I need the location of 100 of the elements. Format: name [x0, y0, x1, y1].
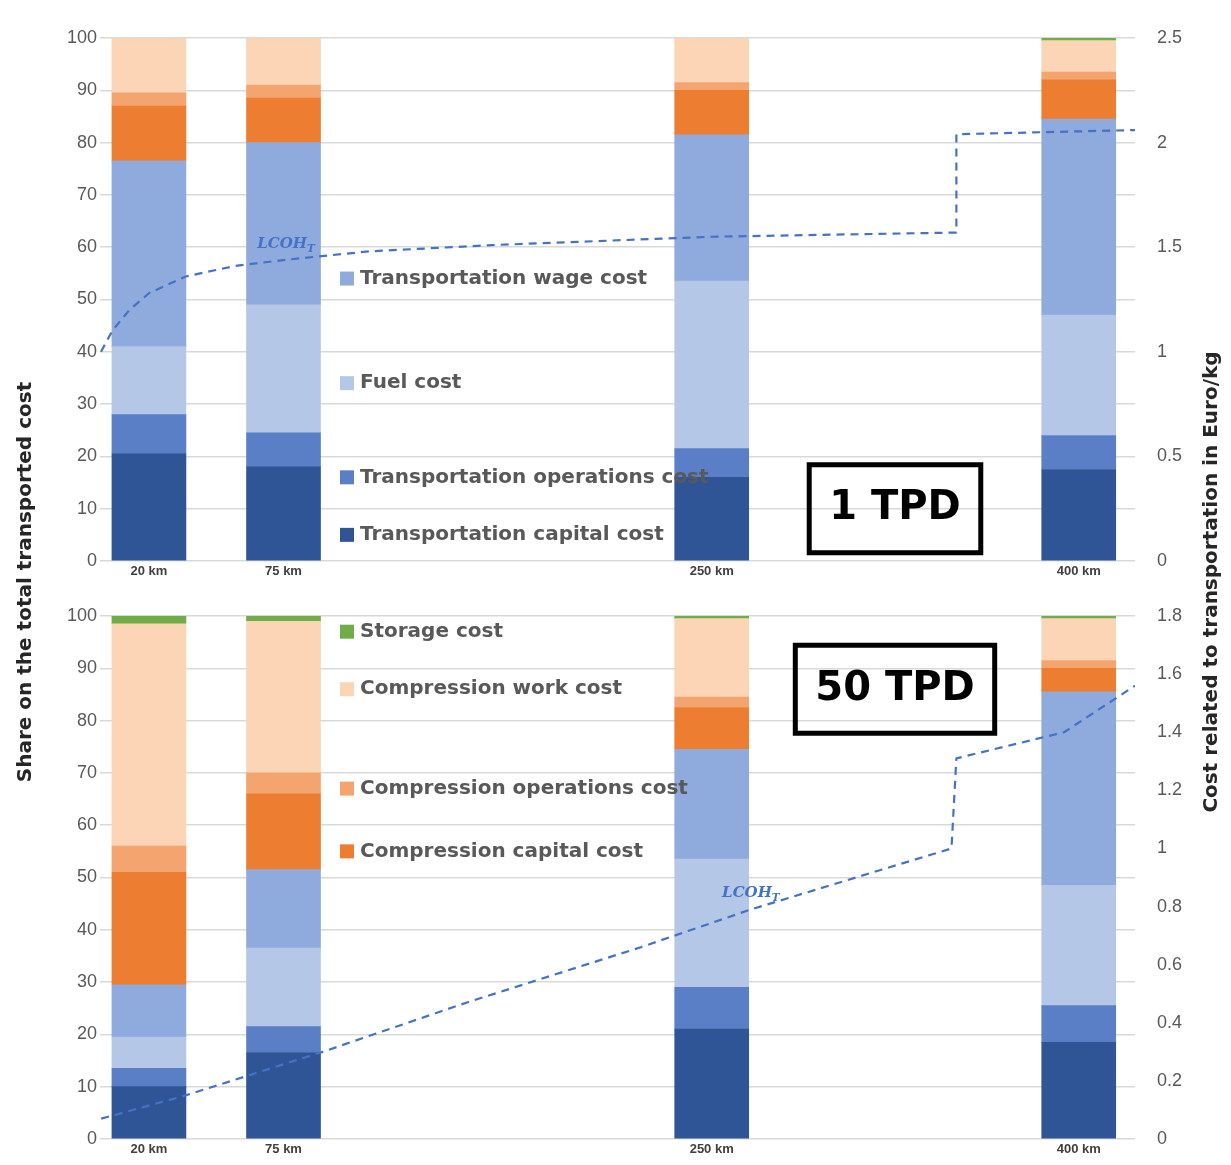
x-tick-label: 20 km — [130, 563, 168, 579]
legend-label: Transportation wage cost — [360, 264, 648, 289]
bar — [111, 845, 187, 873]
y-tick-label: 30 — [76, 393, 97, 414]
bar — [674, 82, 750, 91]
bar — [246, 432, 321, 468]
y-tick-label: 50 — [76, 288, 97, 309]
bar — [1041, 435, 1117, 470]
y2-tick-label: 1 — [1157, 837, 1168, 858]
bar — [111, 623, 187, 847]
legend-label: Transportation capital cost — [360, 521, 665, 546]
y-tick-label: 80 — [76, 131, 97, 152]
y-tick-label: 60 — [76, 236, 97, 257]
x-tick-label: 250 km — [689, 563, 734, 579]
bar — [246, 304, 321, 434]
y-tick-label: 100 — [66, 26, 97, 47]
x-tick-label: 400 km — [1056, 1141, 1101, 1157]
y2-tick-label: 1.2 — [1157, 779, 1183, 800]
y2-tick-label: 2.5 — [1157, 26, 1183, 47]
y-tick-label: 50 — [76, 866, 97, 887]
bar — [1041, 118, 1117, 316]
bar — [674, 1028, 750, 1139]
bar — [674, 987, 750, 1030]
bar — [674, 696, 750, 708]
bar — [1041, 1005, 1117, 1043]
annotation: 50 TPD — [815, 662, 975, 709]
y2-tick-label: 1 — [1157, 340, 1168, 361]
bar — [246, 84, 321, 99]
y2-axis-title: Cost related to transportation in Euro/kg — [1198, 351, 1222, 813]
bar — [246, 772, 321, 795]
bar — [111, 92, 187, 107]
y2-tick-label: 0 — [1157, 1127, 1168, 1148]
bar — [111, 1068, 187, 1088]
bar — [246, 38, 321, 86]
bar — [111, 38, 187, 94]
legend-label: Fuel cost — [360, 369, 462, 394]
y2-tick-label: 1.4 — [1157, 721, 1183, 742]
bar — [111, 346, 187, 415]
y-axis-title: Share on the total transported cost — [12, 381, 36, 783]
y-tick-label: 70 — [76, 761, 97, 782]
bar — [1041, 469, 1117, 561]
bar — [111, 1036, 187, 1069]
x-tick-label: 75 km — [265, 563, 302, 579]
bar — [674, 38, 750, 83]
bar — [111, 105, 187, 162]
bar — [1041, 885, 1117, 1006]
y2-tick-label: 0.6 — [1157, 953, 1183, 974]
bar — [111, 414, 187, 455]
y-tick-label: 20 — [76, 1023, 97, 1044]
y2-tick-label: 0.2 — [1157, 1069, 1183, 1090]
bar — [1041, 79, 1117, 120]
bar — [1041, 314, 1117, 436]
y2-tick-label: 0.8 — [1157, 895, 1183, 916]
bar — [1041, 71, 1117, 81]
bar — [674, 707, 750, 750]
y2-tick-label: 1.6 — [1157, 663, 1183, 684]
y-tick-label: 10 — [76, 497, 97, 518]
y2-tick-label: 0 — [1157, 549, 1168, 570]
y-tick-label: 90 — [76, 79, 97, 100]
y-tick-label: 0 — [86, 549, 97, 570]
bar — [246, 793, 321, 870]
y2-tick-label: 1.8 — [1157, 604, 1183, 625]
bar — [111, 1086, 187, 1139]
legend-label: Storage cost — [360, 617, 504, 642]
bar — [246, 97, 321, 143]
annotation: 1 TPD — [829, 482, 961, 529]
x-tick-label: 400 km — [1056, 563, 1101, 579]
bar — [1041, 660, 1117, 669]
bar — [1041, 691, 1117, 886]
x-tick-label: 20 km — [130, 1141, 168, 1157]
y-tick-label: 80 — [76, 709, 97, 730]
y-tick-label: 30 — [76, 971, 97, 992]
y-tick-label: 100 — [66, 604, 97, 625]
bar — [674, 618, 750, 698]
bar — [111, 871, 187, 986]
bar — [246, 466, 321, 561]
bar — [246, 620, 321, 774]
bar — [111, 160, 187, 347]
bar — [246, 1052, 321, 1139]
bar — [246, 947, 321, 1027]
bar — [674, 89, 750, 136]
bar — [246, 616, 321, 622]
y2-tick-label: 1.5 — [1157, 236, 1183, 257]
bar — [674, 280, 750, 449]
y-tick-label: 70 — [76, 183, 97, 204]
bar — [111, 453, 187, 561]
bar — [246, 1026, 321, 1054]
bar — [111, 984, 187, 1038]
y-tick-label: 0 — [86, 1127, 97, 1148]
legend-label: Compression capital cost — [360, 837, 644, 862]
legend-label: Compression work cost — [360, 675, 623, 700]
bar — [246, 142, 321, 306]
bar — [1041, 618, 1117, 661]
x-tick-label: 75 km — [265, 1141, 302, 1157]
bar — [1041, 40, 1117, 73]
y2-tick-label: 2 — [1157, 131, 1168, 152]
x-tick-label: 250 km — [689, 1141, 734, 1157]
bar — [246, 869, 321, 949]
bar — [674, 134, 750, 282]
y-tick-label: 10 — [76, 1075, 97, 1096]
